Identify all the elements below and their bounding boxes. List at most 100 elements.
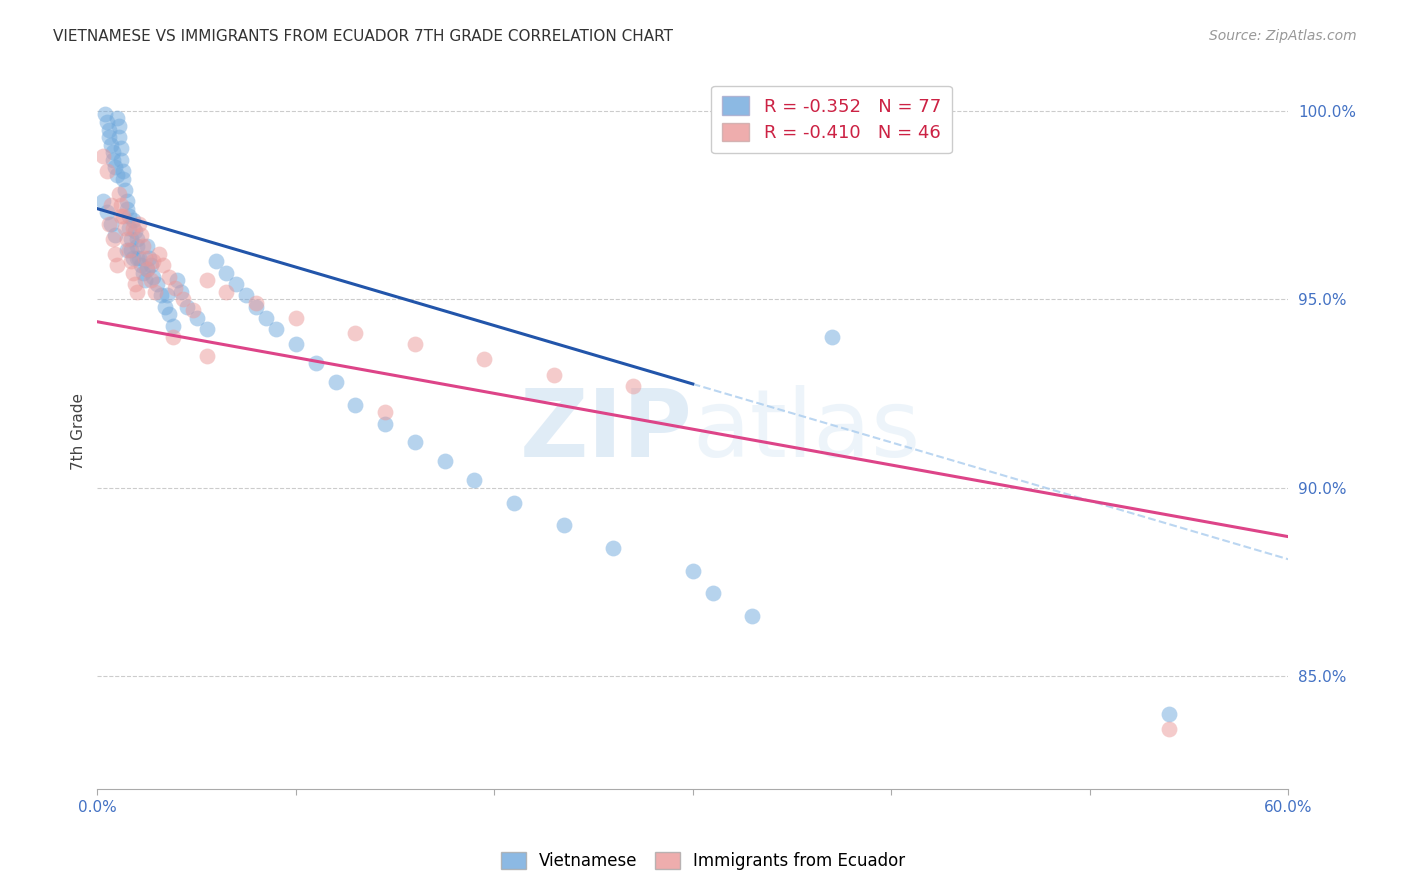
Point [112, 171, 135, 186]
Point [136, 239, 159, 253]
Point [104, 228, 127, 243]
Point [176, 300, 198, 314]
Point [125, 251, 148, 265]
Point [118, 220, 141, 235]
Text: VIETNAMESE VS IMMIGRANTS FROM ECUADOR 7TH GRADE CORRELATION CHART: VIETNAMESE VS IMMIGRANTS FROM ECUADOR 7T… [53, 29, 673, 44]
Point [105, 112, 128, 126]
Point [621, 379, 644, 393]
Point [305, 356, 328, 370]
Point [125, 239, 148, 253]
Point [129, 228, 152, 243]
Point [110, 209, 132, 223]
Point [138, 251, 160, 265]
Point [344, 398, 367, 412]
Text: ZIP: ZIP [520, 385, 693, 477]
Point [120, 232, 142, 246]
Point [129, 258, 152, 272]
Point [143, 285, 166, 299]
Point [543, 368, 565, 382]
Point [105, 258, 128, 272]
Point [104, 160, 127, 174]
Point [96, 205, 118, 219]
Point [374, 405, 396, 419]
Point [124, 277, 146, 291]
Point [98, 130, 121, 145]
Point [103, 153, 125, 167]
Point [132, 266, 155, 280]
Point [115, 202, 138, 216]
Point [139, 258, 162, 272]
Point [170, 285, 193, 299]
Point [114, 220, 136, 235]
Point [110, 198, 132, 212]
Point [122, 266, 145, 280]
Point [153, 300, 176, 314]
Point [325, 375, 347, 389]
Point [215, 266, 238, 280]
Point [215, 285, 238, 299]
Point [1157, 706, 1180, 721]
Point [553, 518, 575, 533]
Point [156, 288, 179, 302]
Point [433, 454, 456, 468]
Point [463, 473, 485, 487]
Point [142, 269, 165, 284]
Point [195, 349, 218, 363]
Point [128, 217, 150, 231]
Point [284, 337, 307, 351]
Point [115, 194, 138, 208]
Point [91, 149, 114, 163]
Legend: Vietnamese, Immigrants from Ecuador: Vietnamese, Immigrants from Ecuador [495, 845, 911, 877]
Point [100, 217, 122, 231]
Point [374, 417, 396, 431]
Point [112, 209, 135, 223]
Point [1157, 722, 1180, 736]
Point [128, 251, 150, 265]
Point [264, 322, 287, 336]
Point [235, 288, 257, 302]
Point [105, 168, 128, 182]
Point [245, 300, 267, 314]
Point [110, 141, 132, 155]
Point [108, 119, 131, 133]
Point [115, 232, 138, 246]
Point [157, 269, 180, 284]
Point [741, 608, 763, 623]
Point [136, 262, 159, 277]
Point [122, 213, 145, 227]
Point [702, 586, 724, 600]
Point [602, 541, 624, 555]
Point [134, 273, 156, 287]
Point [125, 232, 148, 246]
Point [163, 281, 186, 295]
Point [181, 303, 204, 318]
Point [98, 122, 121, 136]
Point [108, 130, 131, 145]
Point [110, 153, 132, 167]
Point [195, 273, 218, 287]
Point [134, 251, 156, 265]
Point [114, 183, 136, 197]
Point [136, 262, 159, 277]
Point [112, 164, 135, 178]
Point [166, 273, 188, 287]
Point [96, 164, 118, 178]
Point [142, 254, 165, 268]
Point [821, 330, 844, 344]
Point [344, 326, 367, 340]
Point [148, 247, 170, 261]
Point [122, 220, 145, 235]
Point [404, 337, 426, 351]
Point [682, 564, 704, 578]
Point [146, 277, 169, 291]
Point [284, 310, 307, 325]
Point [157, 307, 180, 321]
Y-axis label: 7th Grade: 7th Grade [72, 392, 86, 469]
Point [472, 352, 495, 367]
Point [139, 273, 162, 287]
Point [503, 496, 526, 510]
Point [162, 330, 184, 344]
Point [186, 310, 208, 325]
Point [103, 145, 125, 160]
Point [149, 288, 172, 302]
